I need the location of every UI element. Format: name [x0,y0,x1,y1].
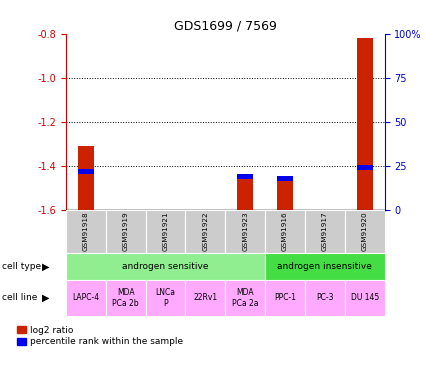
Bar [225,210,265,253]
Text: GSM91920: GSM91920 [362,212,368,251]
Title: GDS1699 / 7569: GDS1699 / 7569 [174,20,277,33]
Text: GSM91922: GSM91922 [202,212,208,251]
Text: GSM91916: GSM91916 [282,212,288,251]
Bar [345,280,385,316]
Text: GSM91921: GSM91921 [162,212,168,251]
Bar [237,174,253,179]
Bar [265,253,385,280]
Bar [145,210,185,253]
Bar [66,210,106,253]
Bar [185,280,225,316]
Text: androgen insensitive: androgen insensitive [278,262,372,271]
Bar [237,179,253,210]
Bar [357,38,373,210]
Text: MDA
PCa 2b: MDA PCa 2b [112,288,139,308]
Text: GSM91918: GSM91918 [83,212,89,251]
Legend: log2 ratio, percentile rank within the sample: log2 ratio, percentile rank within the s… [13,322,187,350]
Text: LAPC-4: LAPC-4 [72,293,99,302]
Text: LNCa
P: LNCa P [156,288,176,308]
Text: androgen sensitive: androgen sensitive [122,262,209,271]
Bar [225,280,265,316]
Bar [265,210,305,253]
Bar [145,280,185,316]
Text: ▶: ▶ [42,262,50,272]
Bar [277,177,293,210]
Bar [357,165,373,170]
Bar [265,280,305,316]
Bar [106,280,145,316]
Text: cell type: cell type [2,262,41,271]
Text: GSM91919: GSM91919 [123,212,129,251]
Text: ▶: ▶ [42,293,50,303]
Bar [305,210,345,253]
Bar [345,210,385,253]
Text: PC-3: PC-3 [316,293,334,302]
Bar [277,176,293,181]
Text: PPC-1: PPC-1 [274,293,296,302]
Text: DU 145: DU 145 [351,293,379,302]
Text: GSM91923: GSM91923 [242,212,248,251]
Text: cell line: cell line [2,293,37,302]
Text: MDA
PCa 2a: MDA PCa 2a [232,288,258,308]
Bar [66,253,265,280]
Bar [78,146,94,210]
Bar [78,169,94,174]
Bar [185,210,225,253]
Bar [305,280,345,316]
Text: 22Rv1: 22Rv1 [193,293,218,302]
Text: GSM91917: GSM91917 [322,212,328,251]
Bar [66,280,106,316]
Bar [106,210,145,253]
